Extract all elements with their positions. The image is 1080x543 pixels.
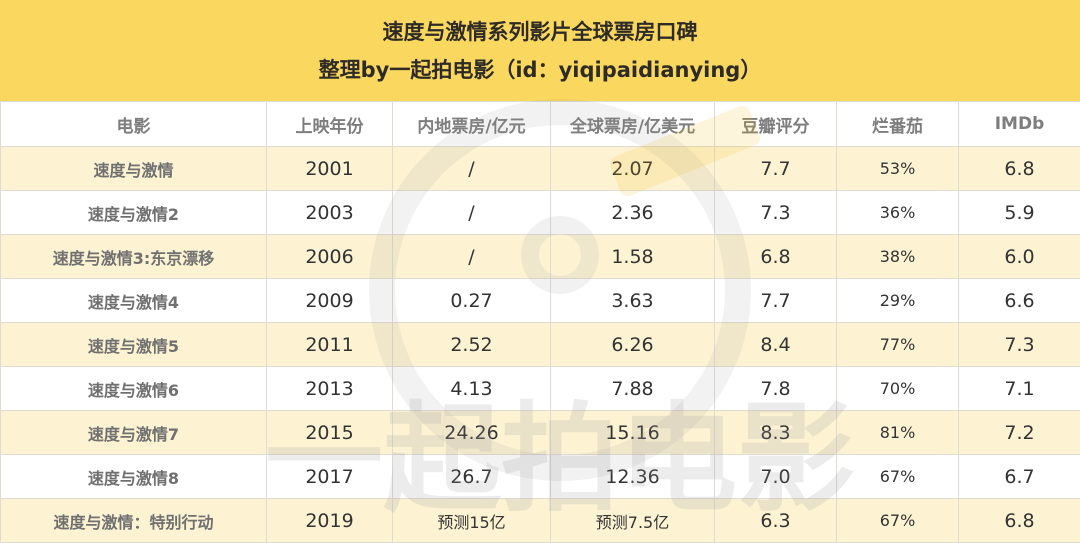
cell-rotten-tomatoes: 81% <box>836 410 959 455</box>
table-row: 速度与激情2 2003 / 2.36 7.3 36% 5.9 <box>0 190 1080 235</box>
cell-rotten-tomatoes: 38% <box>836 234 959 279</box>
cell-douban: 7.0 <box>714 454 837 499</box>
table-row: 速度与激情：特别行动 2019 预测15亿 预测7.5亿 6.3 67% 6.8 <box>0 498 1080 543</box>
table-row: 速度与激情5 2011 2.52 6.26 8.4 77% 7.3 <box>0 322 1080 367</box>
cell-movie: 速度与激情5 <box>0 322 267 367</box>
cell-year: 2017 <box>266 454 393 499</box>
cell-douban: 8.3 <box>714 410 837 455</box>
cell-movie: 速度与激情4 <box>0 278 267 323</box>
cell-douban: 8.4 <box>714 322 837 367</box>
cell-imdb: 6.7 <box>958 454 1080 499</box>
cell-global-box-office: 3.63 <box>550 278 715 323</box>
cell-movie: 速度与激情3:东京漂移 <box>0 234 267 279</box>
cell-year: 2001 <box>266 146 393 191</box>
cell-year: 2015 <box>266 410 393 455</box>
cell-china-box-office: 4.13 <box>392 366 551 411</box>
cell-movie: 速度与激情：特别行动 <box>0 498 267 543</box>
cell-china-box-office: / <box>392 190 551 235</box>
cell-china-box-office: 24.26 <box>392 410 551 455</box>
cell-china-box-office: 26.7 <box>392 454 551 499</box>
cell-imdb: 5.9 <box>958 190 1080 235</box>
cell-douban: 7.3 <box>714 190 837 235</box>
cell-year: 2013 <box>266 366 393 411</box>
cell-year: 2019 <box>266 498 393 543</box>
column-header-year: 上映年份 <box>266 101 393 147</box>
table-row: 速度与激情7 2015 24.26 15.16 8.3 81% 7.2 <box>0 410 1080 455</box>
cell-movie: 速度与激情7 <box>0 410 267 455</box>
cell-movie: 速度与激情 <box>0 146 267 191</box>
cell-global-box-office: 预测7.5亿 <box>550 498 715 543</box>
title-banner: 速度与激情系列影片全球票房口碑 整理by一起拍电影（id：yiqipaidian… <box>0 0 1080 101</box>
column-header-movie: 电影 <box>0 101 267 147</box>
page-subtitle: 整理by一起拍电影（id：yiqipaidianying） <box>318 57 762 82</box>
cell-year: 2003 <box>266 190 393 235</box>
cell-imdb: 6.6 <box>958 278 1080 323</box>
cell-movie: 速度与激情8 <box>0 454 267 499</box>
page-title: 速度与激情系列影片全球票房口碑 <box>382 19 698 44</box>
cell-china-box-office: / <box>392 146 551 191</box>
cell-global-box-office: 12.36 <box>550 454 715 499</box>
column-header-china-box-office: 内地票房/亿元 <box>392 101 551 147</box>
cell-china-box-office: 2.52 <box>392 322 551 367</box>
column-header-global-box-office: 全球票房/亿美元 <box>550 101 715 147</box>
cell-douban: 6.3 <box>714 498 837 543</box>
cell-year: 2009 <box>266 278 393 323</box>
cell-rotten-tomatoes: 67% <box>836 498 959 543</box>
cell-imdb: 6.0 <box>958 234 1080 279</box>
cell-movie: 速度与激情2 <box>0 190 267 235</box>
box-office-table: 电影 上映年份 内地票房/亿元 全球票房/亿美元 豆瓣评分 烂番茄 IMDb 速… <box>0 101 1080 543</box>
cell-imdb: 7.1 <box>958 366 1080 411</box>
column-header-rotten-tomatoes: 烂番茄 <box>836 101 959 147</box>
column-header-imdb: IMDb <box>958 101 1080 147</box>
cell-global-box-office: 2.07 <box>550 146 715 191</box>
cell-global-box-office: 2.36 <box>550 190 715 235</box>
cell-global-box-office: 15.16 <box>550 410 715 455</box>
cell-imdb: 7.3 <box>958 322 1080 367</box>
cell-imdb: 7.2 <box>958 410 1080 455</box>
cell-imdb: 6.8 <box>958 146 1080 191</box>
cell-douban: 7.8 <box>714 366 837 411</box>
cell-douban: 7.7 <box>714 146 837 191</box>
table-row: 速度与激情3:东京漂移 2006 / 1.58 6.8 38% 6.0 <box>0 234 1080 279</box>
cell-rotten-tomatoes: 70% <box>836 366 959 411</box>
table-row: 速度与激情4 2009 0.27 3.63 7.7 29% 6.6 <box>0 278 1080 323</box>
cell-china-box-office: 0.27 <box>392 278 551 323</box>
cell-year: 2006 <box>266 234 393 279</box>
cell-rotten-tomatoes: 36% <box>836 190 959 235</box>
cell-rotten-tomatoes: 29% <box>836 278 959 323</box>
table-row: 速度与激情 2001 / 2.07 7.7 53% 6.8 <box>0 146 1080 191</box>
cell-global-box-office: 6.26 <box>550 322 715 367</box>
table-row: 速度与激情8 2017 26.7 12.36 7.0 67% 6.7 <box>0 454 1080 499</box>
table-row: 速度与激情6 2013 4.13 7.88 7.8 70% 7.1 <box>0 366 1080 411</box>
cell-rotten-tomatoes: 67% <box>836 454 959 499</box>
cell-douban: 7.7 <box>714 278 837 323</box>
cell-douban: 6.8 <box>714 234 837 279</box>
cell-rotten-tomatoes: 77% <box>836 322 959 367</box>
cell-global-box-office: 1.58 <box>550 234 715 279</box>
cell-rotten-tomatoes: 53% <box>836 146 959 191</box>
cell-china-box-office: / <box>392 234 551 279</box>
cell-imdb: 6.8 <box>958 498 1080 543</box>
table-header-row: 电影 上映年份 内地票房/亿元 全球票房/亿美元 豆瓣评分 烂番茄 IMDb <box>0 101 1080 147</box>
cell-movie: 速度与激情6 <box>0 366 267 411</box>
column-header-douban: 豆瓣评分 <box>714 101 837 147</box>
cell-global-box-office: 7.88 <box>550 366 715 411</box>
cell-year: 2011 <box>266 322 393 367</box>
cell-china-box-office: 预测15亿 <box>392 498 551 543</box>
